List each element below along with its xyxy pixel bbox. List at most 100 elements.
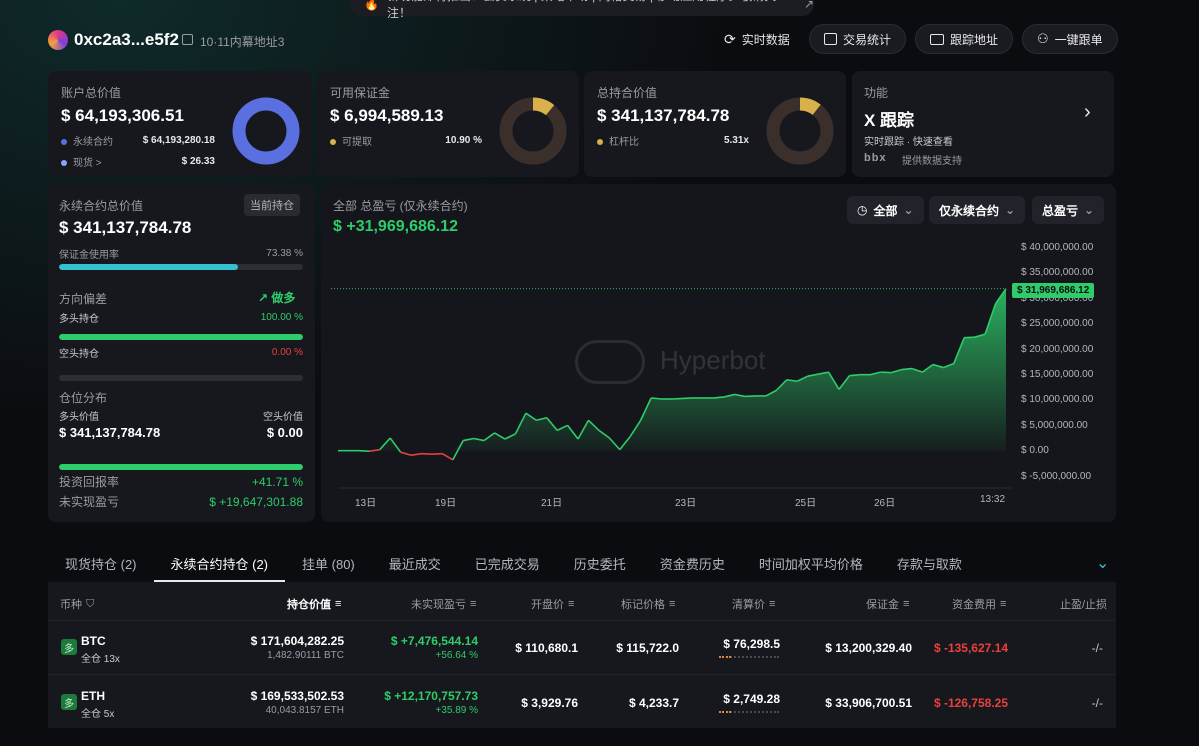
- spot-value: $ 26.33: [181, 156, 215, 167]
- chevron-right-icon[interactable]: ›: [1084, 101, 1091, 123]
- contract-filter-dropdown[interactable]: 仅永续合约 ⌄: [929, 196, 1026, 224]
- feature-card[interactable]: 功能 X 跟踪 实时跟踪 · 快速查看 bbx 提供数据支持 ›: [852, 71, 1114, 177]
- sort-icon: ≡: [903, 598, 910, 610]
- pnl-line-segment: [807, 373, 819, 377]
- header-margin[interactable]: 保证金 ≡: [866, 596, 909, 612]
- liq-price: $ 76,298.5: [723, 637, 780, 651]
- tpsl[interactable]: -/-: [1091, 641, 1103, 655]
- collapse-chevron-icon[interactable]: ⌄: [1096, 555, 1110, 572]
- mark-price: $ 4,233.7: [628, 696, 679, 710]
- header-funding[interactable]: 资金费用 ≡: [952, 596, 1006, 612]
- header-margin-label: 保证金: [866, 599, 899, 611]
- chevron-down-icon: ⌄: [1084, 203, 1095, 217]
- pnl-line-segment: [932, 363, 944, 369]
- sort-icon: ≡: [669, 598, 676, 610]
- pnl-line-segment: [765, 389, 777, 397]
- pnl-line-segment: [994, 288, 1007, 305]
- entry-price: $ 3,929.76: [521, 696, 578, 710]
- margin-usage-value: 73.38 %: [266, 248, 303, 259]
- header-coin[interactable]: 币种 ⛉: [60, 596, 94, 612]
- copy-icon[interactable]: [182, 34, 193, 45]
- spot-row[interactable]: 现货 > $ 26.33: [61, 154, 215, 169]
- realtime-data-label: 实时数据: [741, 32, 790, 47]
- metric-filter-dropdown[interactable]: 总盈亏 ⌄: [1032, 196, 1105, 224]
- perp-value: $ 341,137,784.78: [59, 218, 192, 237]
- tab-1[interactable]: 永续合约持仓 (2): [153, 544, 286, 582]
- coin-mode: 全仓 13x: [81, 654, 120, 665]
- tab-3[interactable]: 最近成交: [388, 556, 441, 572]
- metric-filter-label: 总盈亏: [1042, 203, 1079, 218]
- tab-6[interactable]: 资金费历史: [659, 556, 725, 572]
- realtime-data-button[interactable]: ⟳ 实时数据: [710, 24, 804, 54]
- y-tick-label: $ 0.00: [1021, 445, 1049, 457]
- header-mark[interactable]: 标记价格 ≡: [621, 596, 675, 612]
- direction-text: 做多: [271, 291, 296, 305]
- holdings-donut: [766, 97, 834, 165]
- pnl-line-segment: [463, 437, 474, 442]
- tab-0[interactable]: 现货持仓 (2): [65, 556, 137, 572]
- pnl-line-segment: [964, 336, 975, 339]
- address-label: 10·11内幕地址3: [200, 35, 285, 49]
- coin-symbol[interactable]: BTC: [81, 634, 106, 648]
- pnl-line-segment: [525, 412, 537, 421]
- pnl-line-segment: [379, 437, 391, 451]
- range-filter-dropdown[interactable]: ◷ 全部 ⌄: [847, 196, 924, 224]
- announcement-banner[interactable]: 🔥 新功能即将推出：会员系统 | 策略市场 | 网格交易 | 移动应用程序。敬请…: [350, 0, 814, 20]
- pnl-line-segment: [723, 393, 735, 398]
- external-link-icon[interactable]: ↗: [803, 0, 814, 11]
- tab-5[interactable]: 历史委托: [573, 556, 626, 572]
- chevron-down-icon: ⌄: [903, 203, 914, 217]
- y-tick-label: $ 20,000,000.00: [1021, 343, 1094, 355]
- pnl-line-segment: [817, 371, 829, 375]
- pnl-line-segment: [369, 448, 380, 452]
- track-address-label: 跟踪地址: [950, 32, 999, 47]
- track-address-button[interactable]: 跟踪地址: [915, 24, 1014, 54]
- clock-icon: ◷: [857, 203, 868, 217]
- pnl-line-segment: [786, 378, 798, 383]
- range-filter-label: 全部: [873, 203, 898, 218]
- long-badge-icon: 多: [61, 694, 77, 710]
- margin-donut: [499, 97, 567, 165]
- current-position-badge[interactable]: 当前持仓: [244, 194, 300, 216]
- pnl-line-segment: [546, 417, 558, 431]
- tab-2[interactable]: 挂单 (80): [302, 556, 355, 572]
- pnl-area: [338, 288, 1006, 451]
- withdrawable-row: 可提取 10.90 %: [330, 133, 482, 148]
- pnl-line-segment: [796, 375, 809, 382]
- pnl-line-segment: [651, 397, 662, 400]
- y-tick-label: $ 15,000,000.00: [1021, 369, 1094, 380]
- copy-trade-icon: ⚇: [1037, 31, 1049, 46]
- pnl-line-segment: [629, 419, 642, 437]
- pnl-line-segment: [922, 363, 934, 373]
- tab-8[interactable]: 存款与取款: [896, 556, 962, 572]
- pnl-line-segment: [431, 452, 443, 456]
- perp-value: $ 64,193,280.18: [142, 135, 215, 146]
- header-upnl[interactable]: 未实现盈亏 ≡: [411, 596, 476, 612]
- table-row[interactable]: [48, 620, 1116, 672]
- coin-symbol[interactable]: ETH: [81, 689, 105, 703]
- pnl-line-segment: [410, 452, 422, 457]
- long-value: 100.00 %: [260, 312, 303, 323]
- short-label: 空头持仓: [59, 349, 99, 360]
- pnl-line-segment: [504, 433, 516, 440]
- wallet-address[interactable]: 0xc2a3...e5f2: [74, 30, 179, 49]
- leverage-value: 5.31x: [723, 135, 749, 146]
- bbx-logo: bbx: [864, 152, 887, 164]
- tab-4[interactable]: 已完成交易: [474, 556, 540, 572]
- tab-7[interactable]: 时间加权平均价格: [758, 556, 863, 572]
- header-value[interactable]: 持仓价值 ≡: [287, 596, 341, 612]
- withdrawable-label: 可提取: [342, 137, 372, 148]
- header-liq[interactable]: 清算价 ≡: [732, 596, 775, 612]
- long-label: 多头持仓: [59, 314, 99, 325]
- distribution-bar: [59, 464, 303, 470]
- trade-stats-button[interactable]: 交易统计: [809, 24, 907, 54]
- pnl-chart[interactable]: [321, 230, 1116, 520]
- copy-trade-button[interactable]: ⚇ 一键跟单: [1022, 24, 1118, 54]
- table-row[interactable]: [48, 674, 1116, 728]
- wallet-avatar: [48, 30, 68, 50]
- pnl-line-segment: [671, 397, 683, 400]
- pnl-line-segment: [514, 412, 527, 435]
- header-entry[interactable]: 开盘价 ≡: [531, 596, 574, 612]
- pnl-line-segment: [619, 435, 631, 451]
- tpsl[interactable]: -/-: [1091, 696, 1103, 710]
